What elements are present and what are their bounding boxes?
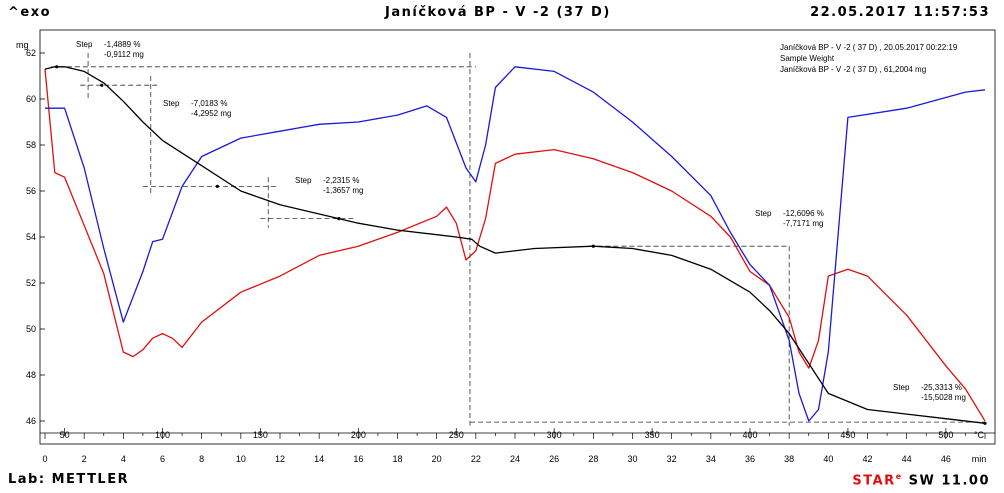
temp-tick-label: 350: [645, 430, 660, 440]
y-tick-label: 56: [26, 186, 36, 196]
step-marker: [215, 184, 219, 188]
time-tick-label: 34: [706, 454, 716, 464]
temp-tick-label: 400: [742, 430, 757, 440]
step-marker: [591, 244, 595, 248]
temp-tick-label: 200: [351, 430, 366, 440]
step-marker: [100, 83, 104, 87]
software-sup: e: [895, 472, 903, 481]
time-tick-label: 32: [667, 454, 677, 464]
step-percent: -1,4889 %: [104, 40, 140, 49]
time-tick-label: 44: [902, 454, 912, 464]
time-tick-label: 42: [862, 454, 872, 464]
time-tick-label: 14: [314, 454, 324, 464]
temp-tick-label: 500: [938, 430, 953, 440]
step-label: Step: [755, 209, 772, 218]
step-percent: -7,0183 %: [191, 99, 227, 108]
time-tick-label: 36: [745, 454, 755, 464]
time-tick-label: 20: [432, 454, 442, 464]
time-tick-label: 24: [510, 454, 520, 464]
tg-curve: [44, 66, 986, 424]
temp-tick-label: 250: [449, 430, 464, 440]
step-mass: -1,3657 mg: [323, 186, 363, 195]
y-unit-label: mg: [16, 40, 29, 50]
step-label: Step: [76, 40, 93, 49]
time-tick-label: 38: [784, 454, 794, 464]
temp-tick-label: 50: [60, 430, 70, 440]
step-percent: -12,6096 %: [783, 209, 824, 218]
time-tick-label: 6: [160, 454, 165, 464]
sample-info-line: Janíčková BP - V -2 ( 37 D) , 20.05.2017…: [780, 43, 958, 52]
time-tick-label: 30: [627, 454, 637, 464]
step-mass: -15,5028 mg: [921, 393, 966, 402]
step-label: Step: [295, 176, 312, 185]
y-tick-label: 58: [26, 140, 36, 150]
temp-tick-label: 150: [253, 430, 268, 440]
y-tick-label: 60: [26, 94, 36, 104]
sample-info-line: Janíčková BP - V -2 ( 37 D) , 61,2004 mg: [780, 65, 926, 74]
time-tick-label: 22: [471, 454, 481, 464]
step-mass: -7,7171 mg: [783, 219, 823, 228]
y-axis: mg 46 48 50 52 54 56 58 60 62: [16, 40, 45, 426]
step-label: Step: [893, 383, 910, 392]
step-percent: -2,2315 %: [323, 176, 359, 185]
time-tick-label: 16: [353, 454, 363, 464]
y-tick-label: 52: [26, 278, 36, 288]
temp-unit-label: °C: [974, 430, 985, 440]
exo-label: ^exo: [8, 5, 52, 20]
plot-frame: [39, 29, 996, 445]
red-curve: [44, 69, 986, 422]
time-tick-label: 40: [823, 454, 833, 464]
software-version: SW 11.00: [902, 473, 990, 489]
temp-tick-label: 300: [547, 430, 562, 440]
time-tick-label: 28: [588, 454, 598, 464]
time-tick-label: 12: [275, 454, 285, 464]
time-tick-label: 4: [121, 454, 126, 464]
sample-info-line: Sample Weight: [780, 54, 835, 63]
step-marker: [983, 421, 987, 425]
step-percent: -25,3313 %: [921, 383, 962, 392]
blue-curve: [45, 66, 986, 422]
y-tick-label: 46: [26, 416, 36, 426]
time-unit-label: min: [972, 454, 987, 464]
time-tick-label: 46: [941, 454, 951, 464]
software-brand: STAR: [852, 473, 896, 489]
time-tick-label: 18: [392, 454, 402, 464]
header-datetime: 22.05.2017 11:57:53: [810, 5, 990, 20]
lab-label: Lab: METTLER: [8, 472, 130, 487]
step-label: Step: [163, 99, 180, 108]
temp-tick-label: 100: [155, 430, 170, 440]
step-marker: [55, 65, 59, 69]
software-label: STARe SW 11.00: [852, 472, 990, 488]
temp-tick-label: 450: [840, 430, 855, 440]
time-tick-label: 10: [236, 454, 246, 464]
time-tick-label: 8: [199, 454, 204, 464]
step-marker: [337, 217, 341, 221]
y-tick-label: 54: [26, 232, 36, 242]
x-axis: 0 2 4 6 8 10 12 14 16 18 20 22 24 26 28 30 32 34 36 38 40 42 4…: [40, 428, 995, 464]
y-tick-label: 48: [26, 370, 36, 380]
step-mass: -0,9112 mg: [104, 50, 144, 59]
step-mass: -4,2952 mg: [191, 109, 231, 118]
time-tick-label: 26: [549, 454, 559, 464]
time-tick-label: 0: [42, 454, 47, 464]
time-tick-label: 2: [82, 454, 87, 464]
chart-title: Janíčková BP - V -2 (37 D): [385, 5, 611, 20]
y-tick-label: 50: [26, 324, 36, 334]
y-tick-label: 62: [26, 48, 36, 58]
